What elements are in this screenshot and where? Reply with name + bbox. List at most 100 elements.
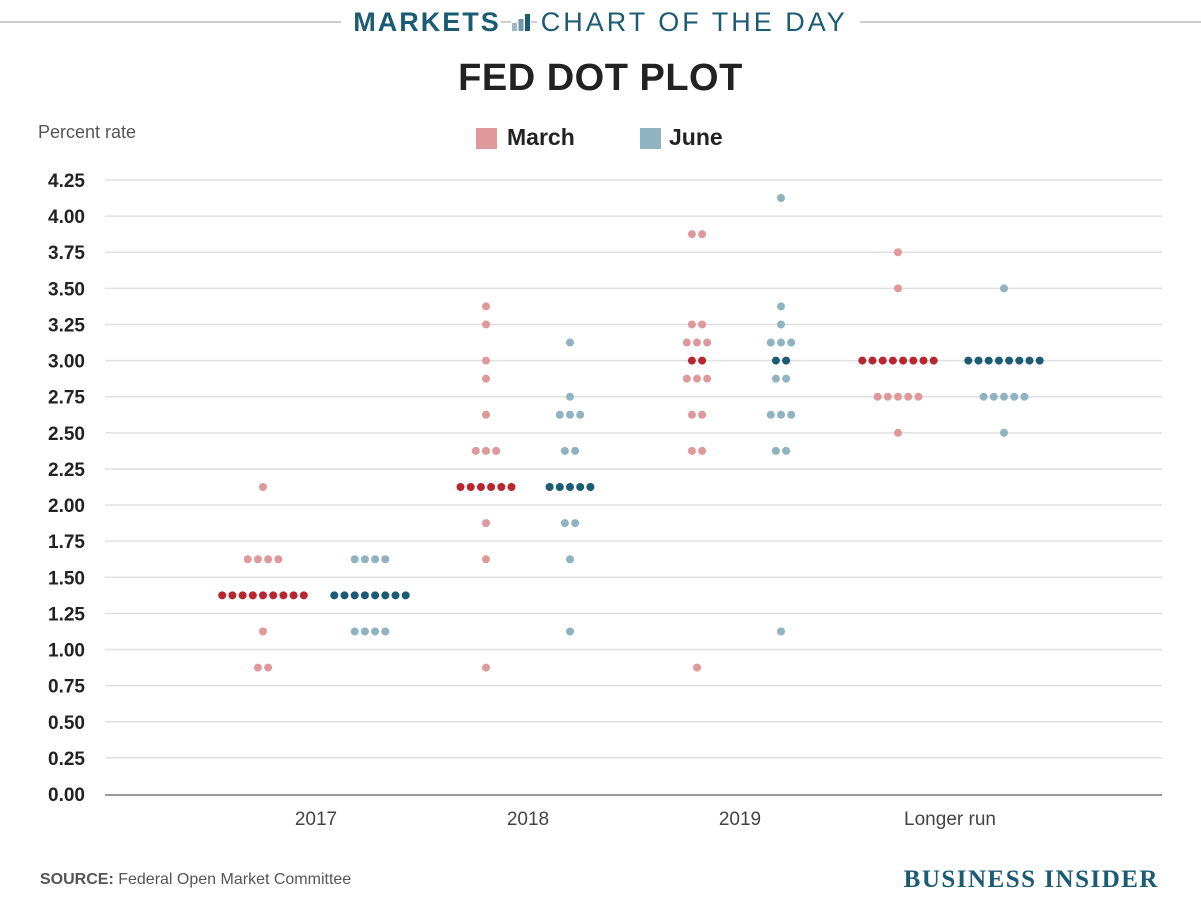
dot-march <box>687 410 696 419</box>
business-insider-logo: BUSINESS INSIDER <box>903 866 1159 893</box>
dot-june <box>566 410 574 419</box>
dot-june <box>560 446 569 455</box>
median-dot-june <box>350 591 359 600</box>
dot-march <box>682 338 691 347</box>
median-dot-june <box>1015 356 1024 365</box>
y-tick-label: 4.00 <box>48 207 85 228</box>
dot-march <box>914 392 923 401</box>
dot-march <box>482 302 490 311</box>
dot-march <box>698 230 707 239</box>
dot-march <box>703 338 712 347</box>
dot-march <box>482 410 490 419</box>
dot-march <box>482 374 490 383</box>
dot-march <box>253 555 262 564</box>
dot-june <box>560 519 569 528</box>
dot-june <box>766 338 775 347</box>
chart-title: FED DOT PLOT <box>458 57 743 99</box>
dot-june <box>771 446 780 455</box>
source-note: SOURCE: Federal Open Market Committee <box>40 871 351 889</box>
dot-march <box>883 392 892 401</box>
y-tick-label: 0.75 <box>48 677 85 698</box>
dot-june <box>350 627 359 636</box>
dot-june <box>777 302 785 311</box>
dot-june <box>571 446 580 455</box>
dot-june <box>1000 392 1008 401</box>
dot-march <box>264 555 273 564</box>
legend-label-june: June <box>669 124 723 150</box>
dot-june <box>576 410 585 419</box>
dot-march <box>482 356 490 365</box>
median-dot-june <box>984 356 993 365</box>
header-text: MARKETS CHART OF THE DAY <box>0 4 1201 40</box>
dot-march <box>894 284 902 293</box>
median-dot-march <box>289 591 298 600</box>
y-tick-label: 2.50 <box>48 424 85 445</box>
dot-march <box>904 392 913 401</box>
source-label: SOURCE: <box>40 871 114 888</box>
median-dot-june <box>1025 356 1034 365</box>
y-tick-label: 3.75 <box>48 243 85 264</box>
dot-march <box>682 374 691 383</box>
dot-march <box>693 338 701 347</box>
dot-june <box>777 194 785 203</box>
median-dot-june <box>340 591 349 600</box>
median-dot-march <box>899 356 908 365</box>
dot-march <box>471 446 480 455</box>
median-dot-june <box>994 356 1003 365</box>
y-tick-label: 0.00 <box>48 785 85 806</box>
legend-swatch-march <box>476 128 497 149</box>
median-dot-june <box>401 591 410 600</box>
y-tick-label: 1.00 <box>48 641 85 662</box>
y-tick-label: 1.75 <box>48 532 85 553</box>
y-tick-label: 0.50 <box>48 713 85 734</box>
dot-june <box>1010 392 1019 401</box>
median-dot-march <box>487 483 496 491</box>
median-dot-march <box>858 356 867 365</box>
median-dot-march <box>476 483 485 491</box>
median-dot-march <box>929 356 938 365</box>
median-dot-june <box>381 591 390 600</box>
dot-june <box>566 338 574 347</box>
dot-june <box>555 410 564 419</box>
median-dot-march <box>269 591 278 600</box>
dot-june <box>979 392 988 401</box>
dot-june <box>782 374 791 383</box>
dot-june <box>787 338 796 347</box>
median-dot-march <box>259 591 267 600</box>
dot-june <box>777 338 785 347</box>
median-dot-june <box>771 356 780 365</box>
dot-march <box>687 320 696 329</box>
median-dot-june <box>566 483 574 491</box>
legend-label-march: March <box>507 124 575 150</box>
dot-march <box>693 663 701 672</box>
dot-march <box>482 555 490 564</box>
dot-march <box>482 320 490 329</box>
dot-march <box>698 320 707 329</box>
median-dot-june <box>1035 356 1044 365</box>
y-tick-label: 1.25 <box>48 604 85 625</box>
median-dot-march <box>687 356 696 365</box>
dot-march <box>274 555 283 564</box>
median-dot-march <box>909 356 918 365</box>
y-tick-label: 2.75 <box>48 388 85 409</box>
bar-chart-icon <box>510 5 531 31</box>
dot-june <box>989 392 998 401</box>
dot-june <box>766 410 775 419</box>
median-dot-march <box>218 591 227 600</box>
source-text: Federal Open Market Committee <box>113 871 352 888</box>
legend-march: March <box>476 124 596 154</box>
median-dot-june <box>964 356 973 365</box>
y-tick-label: 2.00 <box>48 496 85 517</box>
median-dot-march <box>299 591 308 600</box>
median-dot-june <box>1005 356 1014 365</box>
median-dot-march <box>919 356 928 365</box>
x-tick-label: 2019 <box>719 809 761 830</box>
median-dot-march <box>868 356 877 365</box>
dot-march <box>259 483 267 491</box>
median-dot-march <box>238 591 247 600</box>
y-tick-label: 4.25 <box>48 171 85 192</box>
median-dot-march <box>497 483 506 491</box>
y-tick-label: 2.25 <box>48 460 85 481</box>
y-axis-label: Percent rate <box>38 122 137 142</box>
chart-of-the-day-header: MARKETS CHART OF THE DAY <box>0 4 1201 40</box>
